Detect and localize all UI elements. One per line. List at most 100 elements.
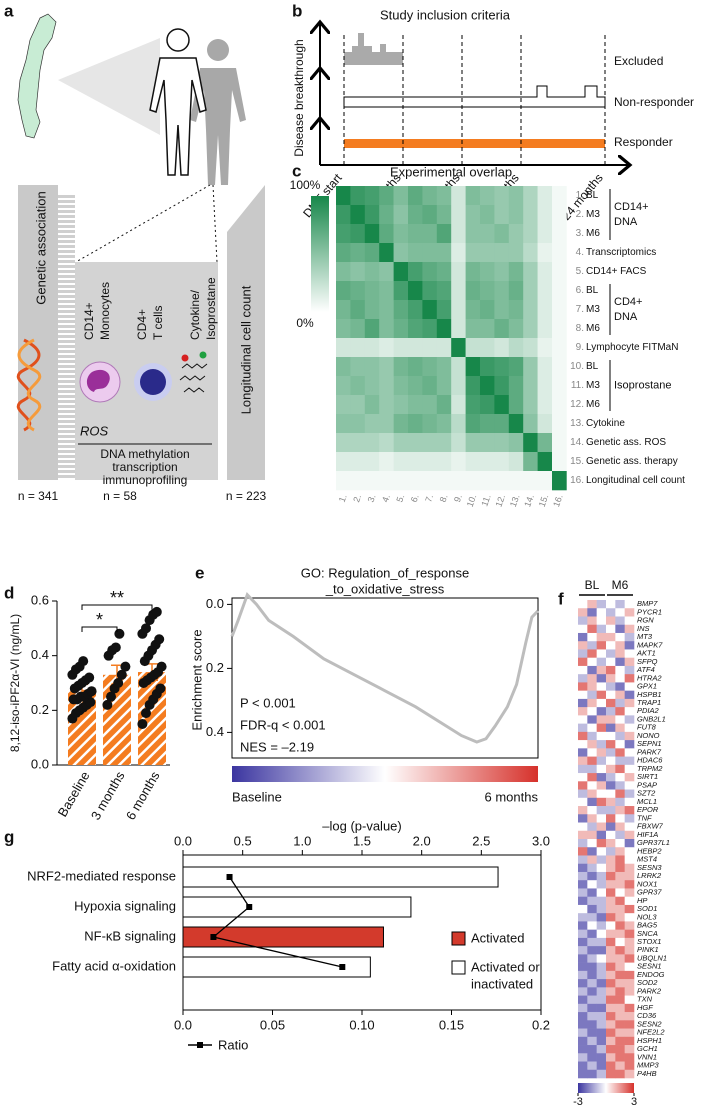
- cell: [606, 904, 616, 914]
- y-label: 8,12-iso-iPF2α-VI (ng/mL): [8, 614, 22, 752]
- cell: [624, 830, 635, 840]
- cell: [578, 1053, 588, 1062]
- colorbar-label: Baseline: [232, 789, 282, 804]
- cell: [615, 995, 625, 1005]
- cell: [578, 797, 588, 807]
- cell: [578, 929, 588, 939]
- cell: [465, 186, 481, 206]
- cell: [408, 243, 423, 263]
- cell: [451, 338, 466, 358]
- row-label: M6: [586, 228, 600, 239]
- gene-label: HGF: [637, 1003, 653, 1012]
- cell: [587, 608, 597, 617]
- cell: [336, 186, 351, 206]
- gene-label: TRAP1: [637, 698, 661, 707]
- cell: [436, 186, 452, 206]
- cell: [552, 395, 567, 415]
- cell: [596, 797, 607, 807]
- row-label: CD14+ FACS: [586, 266, 647, 277]
- cell: [596, 896, 607, 906]
- cell: [379, 262, 394, 282]
- column-label: T cells: [151, 306, 165, 340]
- cell: [615, 1036, 625, 1046]
- cell: [578, 600, 588, 609]
- cell: [379, 452, 394, 472]
- cell: [436, 357, 452, 377]
- cell: [615, 600, 625, 609]
- column-number: 4.: [380, 493, 392, 503]
- point: [113, 678, 124, 688]
- gene-label: P4HB: [637, 1069, 657, 1078]
- cell: [465, 205, 481, 225]
- cell: [615, 979, 625, 988]
- cell: [480, 300, 495, 320]
- cell: [350, 319, 366, 339]
- cell: [552, 357, 567, 377]
- row-number: 14.: [570, 437, 584, 448]
- cell: [451, 243, 466, 263]
- cell: [537, 281, 553, 301]
- cell: [596, 690, 607, 700]
- cell: [587, 904, 597, 914]
- cell: [624, 674, 635, 683]
- cell: [587, 1020, 597, 1029]
- cell: [615, 880, 625, 889]
- map: [17, 13, 57, 139]
- cell: [624, 649, 635, 658]
- cell: [408, 205, 423, 225]
- cell: [436, 262, 452, 282]
- cell: [596, 632, 607, 642]
- row-number: 7.: [576, 304, 584, 315]
- cell: [364, 357, 380, 377]
- ros-label: ROS: [80, 423, 109, 438]
- colorbar-label: 6 months: [485, 789, 539, 804]
- cell: [624, 781, 635, 790]
- legend-marker: [197, 1042, 203, 1048]
- gene-label: CD36: [637, 1011, 657, 1020]
- row-label: Responder: [614, 135, 673, 149]
- cell: [596, 682, 607, 691]
- column-number: 3.: [366, 493, 378, 503]
- cell: [480, 414, 495, 434]
- cell: [578, 764, 588, 774]
- cell: [451, 262, 466, 282]
- cell: [578, 682, 588, 691]
- point: [141, 708, 151, 719]
- gene-label: PARK7: [637, 747, 662, 756]
- cell: [596, 740, 607, 749]
- cell: [508, 243, 524, 263]
- cell: [596, 929, 607, 939]
- column-number: 11.: [479, 493, 492, 508]
- column-number: 1.: [337, 493, 349, 503]
- cell: [587, 665, 597, 675]
- cell: [379, 205, 394, 225]
- cell: [422, 224, 438, 244]
- cell: [606, 921, 616, 930]
- cell: [624, 756, 635, 766]
- cell: [587, 921, 597, 930]
- cell: [615, 665, 625, 675]
- cell: [408, 433, 423, 453]
- cell: [393, 395, 409, 415]
- cell: [596, 649, 607, 658]
- cell: [606, 600, 616, 609]
- cell: [606, 1045, 616, 1054]
- cell: [451, 395, 466, 415]
- responder-shape: [344, 139, 605, 148]
- significance-bracket: [81, 626, 118, 632]
- gene-label: NOX1: [637, 879, 657, 888]
- cell: [615, 1012, 625, 1021]
- cell: [615, 789, 625, 799]
- cell: [336, 205, 351, 225]
- cell: [624, 1069, 635, 1079]
- cell: [379, 281, 394, 301]
- cell: [494, 338, 510, 358]
- point: [110, 642, 121, 653]
- x-tick-label: 1.0: [293, 833, 311, 848]
- cell: [624, 1061, 635, 1071]
- cell: [523, 205, 538, 225]
- cell: [578, 1003, 588, 1013]
- cell: [578, 888, 588, 897]
- cell: [364, 395, 380, 415]
- cell: [615, 1053, 625, 1062]
